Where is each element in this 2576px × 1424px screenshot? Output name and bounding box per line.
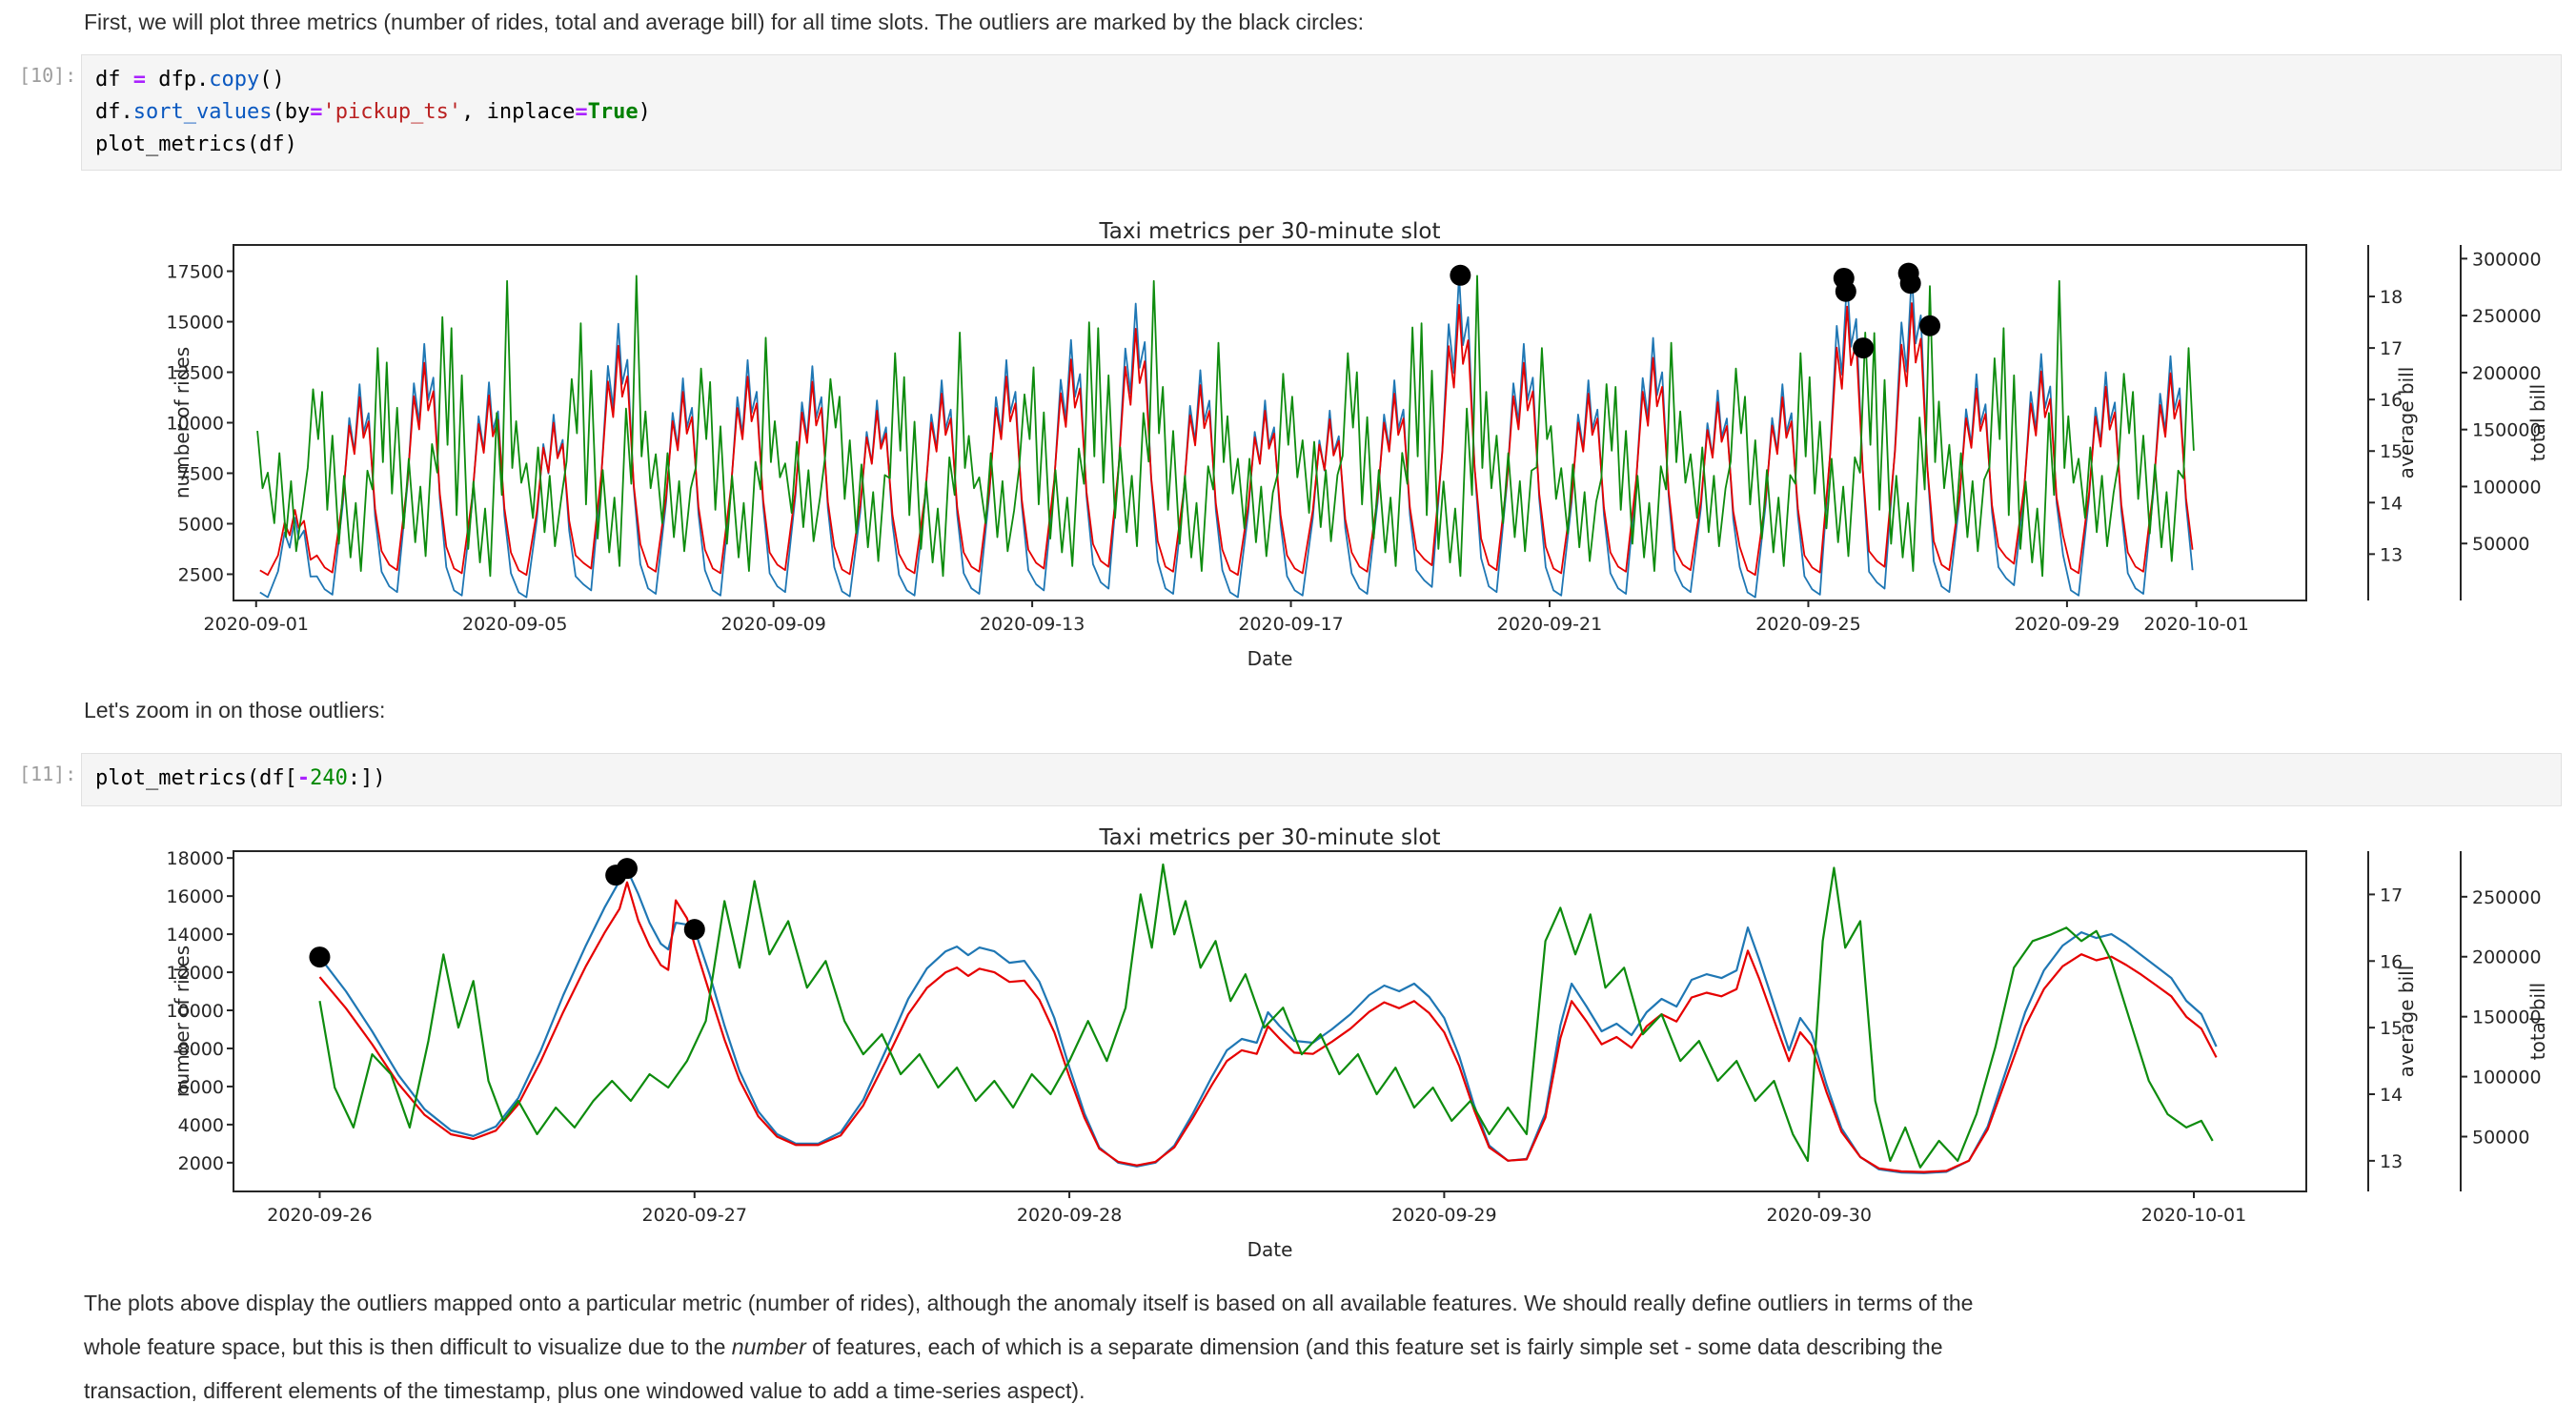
chart-title: Taxi metrics per 30-minute slot	[1099, 219, 1441, 244]
discussion-line-2-before: whole feature space, but this is then di…	[84, 1334, 732, 1359]
y-tick-label-rides: 15000	[167, 313, 224, 334]
cell-prompt-10: [10]:	[19, 64, 77, 87]
plot-box	[233, 850, 2307, 1192]
x-tick-label: 2020-09-17	[1238, 614, 1343, 635]
y-axis-label-avg: average bill	[2395, 966, 2418, 1078]
y-tick-label-total: 300000	[2472, 249, 2542, 270]
x-tick-label: 2020-09-29	[1391, 1205, 1496, 1226]
outlier-dot	[1450, 264, 1471, 286]
y-axis-label-total: total bill	[2526, 384, 2549, 461]
y-tick-label-rides: 16000	[167, 886, 224, 907]
y-tick-label-rides: 5000	[178, 514, 224, 535]
y-tick-label-rides: 12000	[167, 963, 224, 984]
outlier-dot	[1835, 280, 1856, 302]
y-tick-label-avg: 15	[2380, 1018, 2403, 1039]
y-tick-label-avg: 17	[2380, 338, 2403, 359]
y-axis-label-rides: number of rides	[171, 946, 193, 1097]
y-tick-label-total: 150000	[2472, 420, 2542, 441]
y-tick-label-rides: 17500	[167, 262, 224, 283]
outlier-dot	[1853, 337, 1875, 359]
y-tick-label-total: 250000	[2472, 306, 2542, 327]
markdown-paragraph-discussion: The plots above display the outliers map…	[84, 1281, 2524, 1413]
y-axis-label-avg: average bill	[2395, 367, 2418, 479]
chart-line-avg	[256, 275, 2195, 578]
x-tick-label: 2020-09-09	[720, 614, 825, 635]
markdown-paragraph-intro: First, we will plot three metrics (numbe…	[84, 10, 1365, 34]
x-tick-label: 2020-10-01	[2141, 1205, 2246, 1226]
y-tick-label-total: 50000	[2472, 534, 2529, 555]
y-tick-label-rides: 14000	[167, 925, 224, 946]
discussion-line-2-italic: number	[731, 1334, 806, 1359]
y-tick-label-avg: 13	[2380, 1151, 2403, 1172]
outlier-dot	[683, 919, 705, 941]
chart-line-total	[318, 881, 2218, 1173]
outlier-dot	[616, 858, 638, 880]
y-axis-label-total: total bill	[2526, 983, 2549, 1060]
chart-line-rides	[259, 272, 2194, 599]
y-tick-label-avg: 14	[2380, 493, 2403, 514]
y-tick-label-total: 50000	[2472, 1127, 2529, 1148]
y-tick-label-rides: 10000	[167, 414, 224, 435]
chart-line-avg	[318, 863, 2214, 1169]
y-tick-label-total: 150000	[2472, 1007, 2542, 1028]
y-tick-label-rides: 8000	[178, 1039, 224, 1060]
outlier-dot	[1919, 315, 1941, 336]
code-cell-input-11[interactable]: plot_metrics(df[-240:])	[81, 753, 2562, 806]
discussion-line-3: transaction, different elements of the t…	[84, 1378, 1085, 1403]
y-tick-label-rides: 2000	[178, 1153, 224, 1174]
y-tick-label-avg: 16	[2380, 951, 2403, 972]
code-editor-11[interactable]: plot_metrics(df[-240:])	[95, 766, 386, 790]
x-tick-label: 2020-09-01	[204, 614, 309, 635]
x-tick-label: 2020-09-13	[980, 614, 1085, 635]
y-tick-label-total: 100000	[2472, 1068, 2542, 1088]
x-tick-label: 2020-10-01	[2143, 614, 2248, 635]
chart-title: Taxi metrics per 30-minute slot	[1099, 825, 1441, 850]
x-tick-label: 2020-09-26	[267, 1205, 372, 1226]
y-tick-label-avg: 15	[2380, 441, 2403, 462]
y-tick-label-total: 200000	[2472, 363, 2542, 384]
y-tick-label-total: 100000	[2472, 477, 2542, 498]
code-editor-10[interactable]: df = dfp.copy() df.sort_values(by='pickup…	[95, 68, 651, 156]
y-tick-label-rides: 2500	[178, 564, 224, 585]
code-cell-input-10[interactable]: df = dfp.copy() df.sort_values(by='pickup…	[81, 54, 2562, 171]
x-tick-label: 2020-09-25	[1755, 614, 1860, 635]
x-axis-label: Date	[1247, 647, 1293, 670]
x-tick-label: 2020-09-05	[462, 614, 567, 635]
discussion-line-2: whole feature space, but this is then di…	[84, 1325, 2524, 1369]
y-tick-label-total: 250000	[2472, 887, 2542, 908]
markdown-paragraph-zoom: Let's zoom in on those outliers:	[84, 698, 386, 722]
x-axis-label: Date	[1247, 1238, 1293, 1261]
outlier-dot	[1899, 273, 1921, 295]
y-tick-label-total: 200000	[2472, 947, 2542, 968]
x-tick-label: 2020-09-30	[1766, 1205, 1871, 1226]
x-tick-label: 2020-09-28	[1017, 1205, 1122, 1226]
x-tick-label: 2020-09-21	[1497, 614, 1602, 635]
y-tick-label-avg: 16	[2380, 390, 2403, 411]
y-tick-label-rides: 4000	[178, 1115, 224, 1136]
discussion-line-1: The plots above display the outliers map…	[84, 1291, 1974, 1315]
y-axis-label-rides: number of rides	[171, 347, 193, 498]
chart-line-total	[259, 302, 2194, 577]
y-tick-label-rides: 10000	[167, 1001, 224, 1022]
y-tick-label-rides: 7500	[178, 463, 224, 484]
chart-line-rides	[318, 868, 2218, 1174]
cell-prompt-11: [11]:	[19, 763, 77, 785]
outlier-dot	[309, 946, 331, 968]
y-tick-label-avg: 18	[2380, 287, 2403, 308]
y-tick-label-rides: 6000	[178, 1077, 224, 1098]
x-tick-label: 2020-09-27	[642, 1205, 747, 1226]
y-tick-label-rides: 12500	[167, 363, 224, 384]
y-tick-label-avg: 13	[2380, 544, 2403, 565]
y-tick-label-avg: 14	[2380, 1085, 2403, 1106]
y-tick-label-avg: 17	[2380, 885, 2403, 905]
y-tick-label-rides: 18000	[167, 848, 224, 869]
x-tick-label: 2020-09-29	[2015, 614, 2120, 635]
discussion-line-2-after: of features, each of which is a separate…	[805, 1334, 1943, 1359]
